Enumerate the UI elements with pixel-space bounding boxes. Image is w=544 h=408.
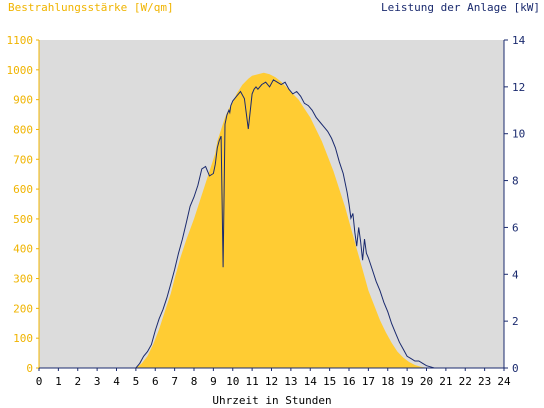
x-axis-title: Uhrzeit in Stunden (212, 394, 332, 407)
x-tick-label: 1 (55, 375, 62, 388)
right-tick-label: 2 (512, 315, 519, 328)
x-tick-label: 15 (323, 375, 336, 388)
left-tick-label: 1100 (7, 34, 34, 47)
right-tick-label: 6 (512, 221, 519, 234)
left-tick-label: 900 (13, 94, 33, 107)
x-tick-label: 22 (459, 375, 472, 388)
x-tick-label: 18 (381, 375, 394, 388)
x-tick-label: 2 (74, 375, 81, 388)
x-tick-label: 9 (210, 375, 217, 388)
irradiance-area (39, 72, 504, 369)
x-tick-label: 7 (171, 375, 178, 388)
left-axis-title: Bestrahlungsstärke [W/qm] (8, 1, 174, 14)
right-tick-label: 0 (512, 362, 519, 375)
left-tick-label: 800 (13, 123, 33, 136)
left-tick-label: 1000 (7, 64, 34, 77)
x-tick-label: 8 (191, 375, 198, 388)
x-tick-label: 17 (362, 375, 375, 388)
left-tick-label: 100 (13, 332, 33, 345)
x-tick-label: 24 (497, 375, 511, 388)
x-tick-label: 16 (342, 375, 355, 388)
x-tick-label: 3 (94, 375, 101, 388)
x-tick-label: 10 (226, 375, 239, 388)
x-tick-label: 11 (246, 375, 259, 388)
left-tick-label: 700 (13, 153, 33, 166)
left-tick-label: 500 (13, 213, 33, 226)
right-axis-title: Leistung der Anlage [kW] (381, 1, 540, 14)
left-tick-label: 400 (13, 243, 33, 256)
left-tick-label: 300 (13, 273, 33, 286)
x-tick-label: 6 (152, 375, 159, 388)
right-tick-label: 4 (512, 268, 519, 281)
right-tick-label: 10 (512, 128, 525, 141)
x-tick-label: 21 (439, 375, 452, 388)
right-tick-label: 14 (512, 34, 526, 47)
right-tick-label: 8 (512, 175, 519, 188)
x-tick-label: 19 (401, 375, 414, 388)
power-line (39, 79, 504, 369)
x-tick-label: 4 (113, 375, 120, 388)
x-tick-label: 13 (284, 375, 297, 388)
x-tick-label: 0 (36, 375, 43, 388)
left-tick-label: 0 (26, 362, 33, 375)
x-tick-label: 5 (133, 375, 140, 388)
x-tick-label: 12 (265, 375, 278, 388)
right-tick-label: 12 (512, 81, 525, 94)
left-tick-label: 600 (13, 183, 33, 196)
left-tick-label: 200 (13, 302, 33, 315)
x-tick-label: 14 (304, 375, 318, 388)
x-tick-label: 20 (420, 375, 433, 388)
x-tick-label: 23 (478, 375, 491, 388)
